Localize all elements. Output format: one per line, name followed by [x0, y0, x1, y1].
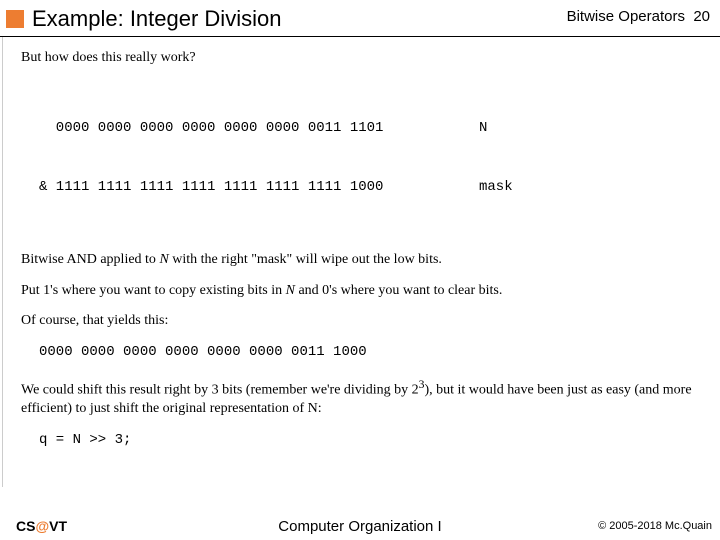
text-fragment: Bitwise AND applied to	[21, 252, 159, 267]
code-bits-mask: & 1111 1111 1111 1111 1111 1111 1111 100…	[39, 178, 479, 198]
slide-header: Example: Integer Division Bitwise Operat…	[0, 0, 720, 37]
footer-course: Computer Organization I	[278, 518, 441, 535]
code-block-shift: q = N >> 3;	[39, 431, 702, 451]
slide-title: Example: Integer Division	[32, 6, 281, 32]
text-fragment: We could shift this result right by 3 bi…	[21, 383, 419, 398]
para-bits-explain: Put 1's where you want to copy existing …	[21, 282, 702, 301]
slide-index: Bitwise Operators 20	[567, 8, 710, 25]
code-bits-n: 0000 0000 0000 0000 0000 0000 0011 1101	[39, 119, 479, 139]
slide-footer: CS@VT Computer Organization I © 2005-201…	[0, 518, 720, 534]
para-yields: Of course, that yields this:	[21, 312, 702, 331]
code-block-result: 0000 0000 0000 0000 0000 0000 0011 1000	[39, 343, 702, 363]
var-n: N	[286, 283, 295, 298]
para-and-explain: Bitwise AND applied to N with the right …	[21, 251, 702, 270]
text-fragment: with the right "mask" will wipe out the …	[169, 252, 442, 267]
slide-content: But how does this really work? 0000 0000…	[2, 37, 720, 487]
para-shift: We could shift this result right by 3 bi…	[21, 377, 702, 419]
footer-at: @	[35, 518, 49, 534]
para-intro: But how does this really work?	[21, 49, 702, 68]
accent-square-icon	[6, 10, 24, 28]
footer-cs: CS	[16, 518, 35, 534]
section-name: Bitwise Operators	[567, 8, 685, 25]
footer-org: CS@VT	[16, 518, 67, 534]
code-block-and: 0000 0000 0000 0000 0000 0000 0011 1101 …	[39, 80, 702, 237]
var-n: N	[159, 252, 168, 267]
code-label-mask: mask	[479, 178, 559, 198]
text-fragment: and 0's where you want to clear bits.	[295, 283, 502, 298]
page-number: 20	[693, 8, 710, 25]
text-fragment: Put 1's where you want to copy existing …	[21, 283, 286, 298]
footer-vt: VT	[49, 518, 67, 534]
code-label-n: N	[479, 119, 559, 139]
footer-copyright: © 2005-2018 Mc.Quain	[598, 520, 712, 532]
